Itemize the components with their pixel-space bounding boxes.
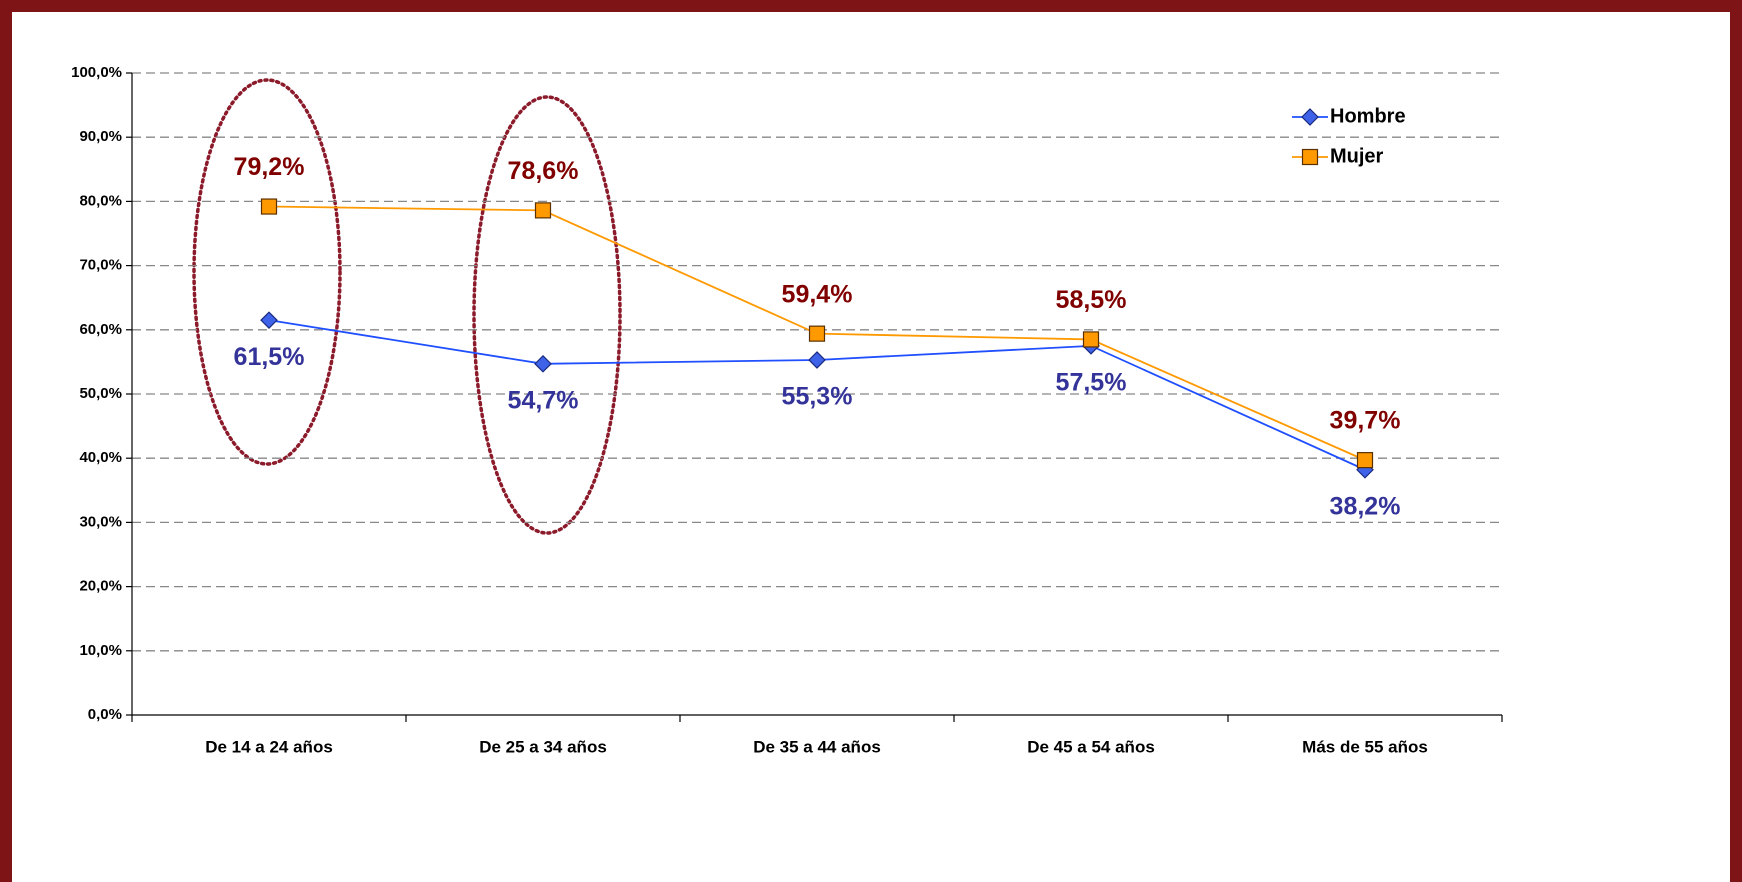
data-point: [808, 351, 826, 369]
y-tick-label: 10,0%: [79, 642, 122, 659]
data-point: [260, 311, 278, 330]
x-tick-label: De 14 a 24 años: [205, 737, 333, 756]
y-tick-label: 80,0%: [79, 192, 122, 209]
y-tick-label: 40,0%: [79, 449, 122, 466]
data-label: 38,2%: [1330, 492, 1401, 520]
y-tick-label: 20,0%: [79, 578, 122, 595]
legend-label: Hombre: [1330, 105, 1406, 127]
legend-marker: [1301, 148, 1319, 166]
x-tick-label: De 35 a 44 años: [753, 737, 881, 756]
data-label: 58,5%: [1056, 286, 1127, 314]
data-label: 61,5%: [234, 343, 305, 371]
data-label: 57,5%: [1056, 368, 1127, 396]
legend-label: Mujer: [1330, 145, 1384, 167]
y-tick-label: 50,0%: [79, 385, 122, 402]
data-label: 55,3%: [782, 383, 853, 411]
highlight-ellipse: [192, 78, 342, 466]
data-point: [1356, 452, 1374, 469]
data-point: [534, 354, 552, 373]
data-label: 39,7%: [1330, 407, 1401, 435]
legend-marker: [1301, 108, 1319, 126]
y-tick-label: 30,0%: [79, 513, 122, 530]
data-point: [1082, 331, 1100, 348]
data-label: 79,2%: [234, 153, 305, 181]
data-point: [808, 325, 826, 342]
data-label: 78,6%: [508, 157, 579, 185]
y-tick-label: 90,0%: [79, 128, 122, 145]
data-label: 54,7%: [508, 386, 579, 414]
highlight-ellipse: [472, 95, 622, 535]
y-tick-label: 100,0%: [71, 64, 122, 81]
data-label: 59,4%: [782, 280, 853, 308]
x-tick-label: De 25 a 34 años: [479, 737, 607, 756]
y-tick-label: 60,0%: [79, 321, 122, 338]
x-tick-label: De 45 a 54 años: [1027, 737, 1155, 756]
y-tick-label: 70,0%: [79, 257, 122, 274]
x-tick-label: Más de 55 años: [1302, 737, 1428, 756]
data-point: [534, 202, 552, 219]
y-tick-label: 0,0%: [88, 706, 122, 723]
data-point: [260, 198, 278, 215]
